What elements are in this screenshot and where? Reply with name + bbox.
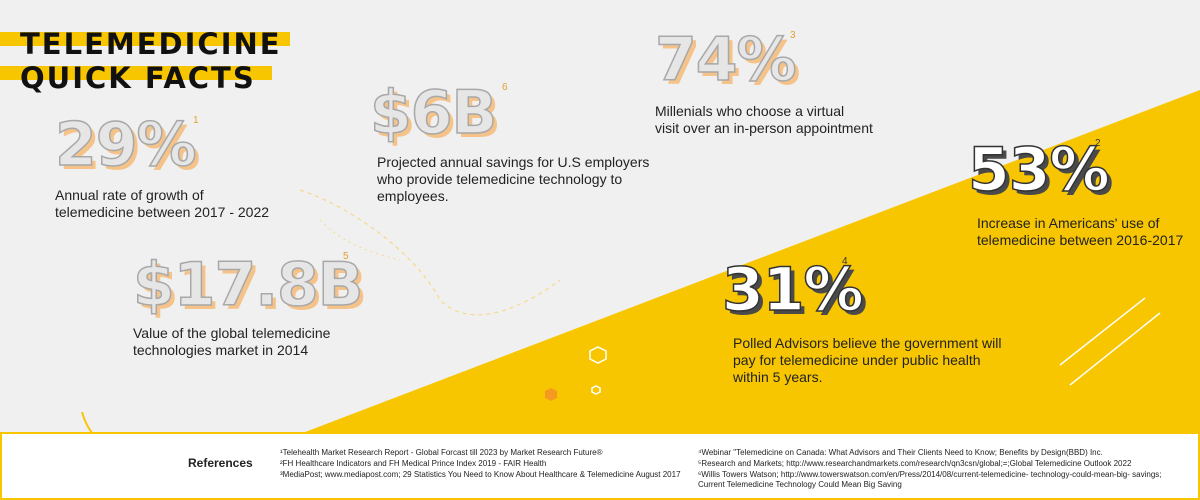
stat-market: $17.8B (132, 250, 364, 320)
description-line: Increase in Americans' use of (977, 215, 1160, 231)
stat-growth: 29% (54, 110, 197, 180)
description-line: pay for telemedicine under public health (733, 352, 981, 368)
stat-description: Annual rate of growth of telemedicine be… (55, 187, 269, 221)
title-line-1: TELEMEDICINE (20, 27, 282, 61)
description-line: technologies market in 2014 (133, 342, 309, 358)
stat-description: Projected annual savings for U.S employe… (377, 154, 649, 205)
description-line: Value of the global telemedicine (133, 325, 331, 341)
description-line: Annual rate of growth of (55, 187, 204, 203)
title-highlight-1 (0, 32, 290, 46)
stat-millenials: 74% (654, 25, 797, 95)
hexagon-small-icon (591, 385, 601, 395)
description-line: Millenials who choose a virtual (655, 103, 845, 119)
yellow-triangle (300, 90, 1200, 434)
title-line-2: QUICK FACTS (20, 61, 256, 95)
stat-value: 31% (721, 255, 864, 325)
diagonal-line-1 (1059, 297, 1146, 366)
hexagon-outline-icon (589, 346, 607, 364)
reference-item: ¹Telehealth Market Research Report - Glo… (280, 448, 603, 457)
stat-ref: 3 (790, 30, 796, 41)
stat-description: Increase in Americans' use of telemedici… (977, 215, 1183, 249)
stat-ref: 5 (343, 251, 349, 262)
stat-advisors: 31% (721, 255, 864, 325)
stat-description: Millenials who choose a virtual visit ov… (655, 103, 873, 137)
stat-value: $17.8B (132, 250, 364, 320)
description-line: employees. (377, 188, 449, 204)
reference-item: ⁵Research and Markets; http://www.resear… (698, 459, 1132, 468)
stat-value: $6B (369, 78, 498, 148)
reference-item: Current Telemedicine Technology Could Me… (698, 480, 902, 489)
stat-ref: 4 (842, 256, 848, 267)
stat-value: 74% (654, 25, 797, 95)
stat-value: 53% (967, 135, 1110, 205)
stat-ref: 2 (1095, 138, 1101, 149)
description-line: telemedicine between 2017 - 2022 (55, 204, 270, 220)
stat-value: 29% (54, 110, 197, 180)
dotted-curve (319, 219, 401, 261)
dashed-curve (299, 189, 561, 316)
reference-item: ⁶Willis Towers Watson; http://www.towers… (698, 470, 1162, 479)
stat-ref: 6 (502, 82, 508, 93)
hexagon-filled-icon (545, 388, 557, 401)
stat-ref: 1 (193, 115, 199, 126)
description-line: visit over an in-person appointment (655, 120, 873, 136)
description-line: within 5 years. (733, 369, 823, 385)
description-line: telemedicine between 2016-2017 (977, 232, 1184, 248)
references-label: References (188, 456, 253, 470)
stat-description: Value of the global telemedicine technol… (133, 325, 330, 359)
stat-description: Polled Advisors believe the government w… (733, 335, 1001, 386)
diagonal-line-2 (1069, 312, 1161, 386)
stat-savings: $6B (369, 78, 498, 148)
reference-item: ³MediaPost; www.mediapost.com; 29 Statis… (280, 470, 681, 479)
references-box: References ¹Telehealth Market Research R… (0, 432, 1200, 500)
title-highlight-2 (0, 66, 272, 80)
stat-increase: 53% (967, 135, 1110, 205)
description-line: Polled Advisors believe the government w… (733, 335, 1002, 351)
description-line: Projected annual savings for U.S employe… (377, 154, 650, 170)
description-line: who provide telemedicine technology to (377, 171, 623, 187)
reference-item: ²FH Healthcare Indicators and FH Medical… (280, 459, 547, 468)
reference-item: ⁴Webinar "Telemedicine on Canada: What A… (698, 448, 1103, 457)
